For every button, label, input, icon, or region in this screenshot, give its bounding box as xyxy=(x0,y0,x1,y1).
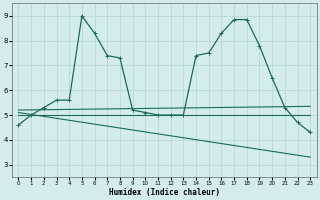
X-axis label: Humidex (Indice chaleur): Humidex (Indice chaleur) xyxy=(109,188,220,197)
